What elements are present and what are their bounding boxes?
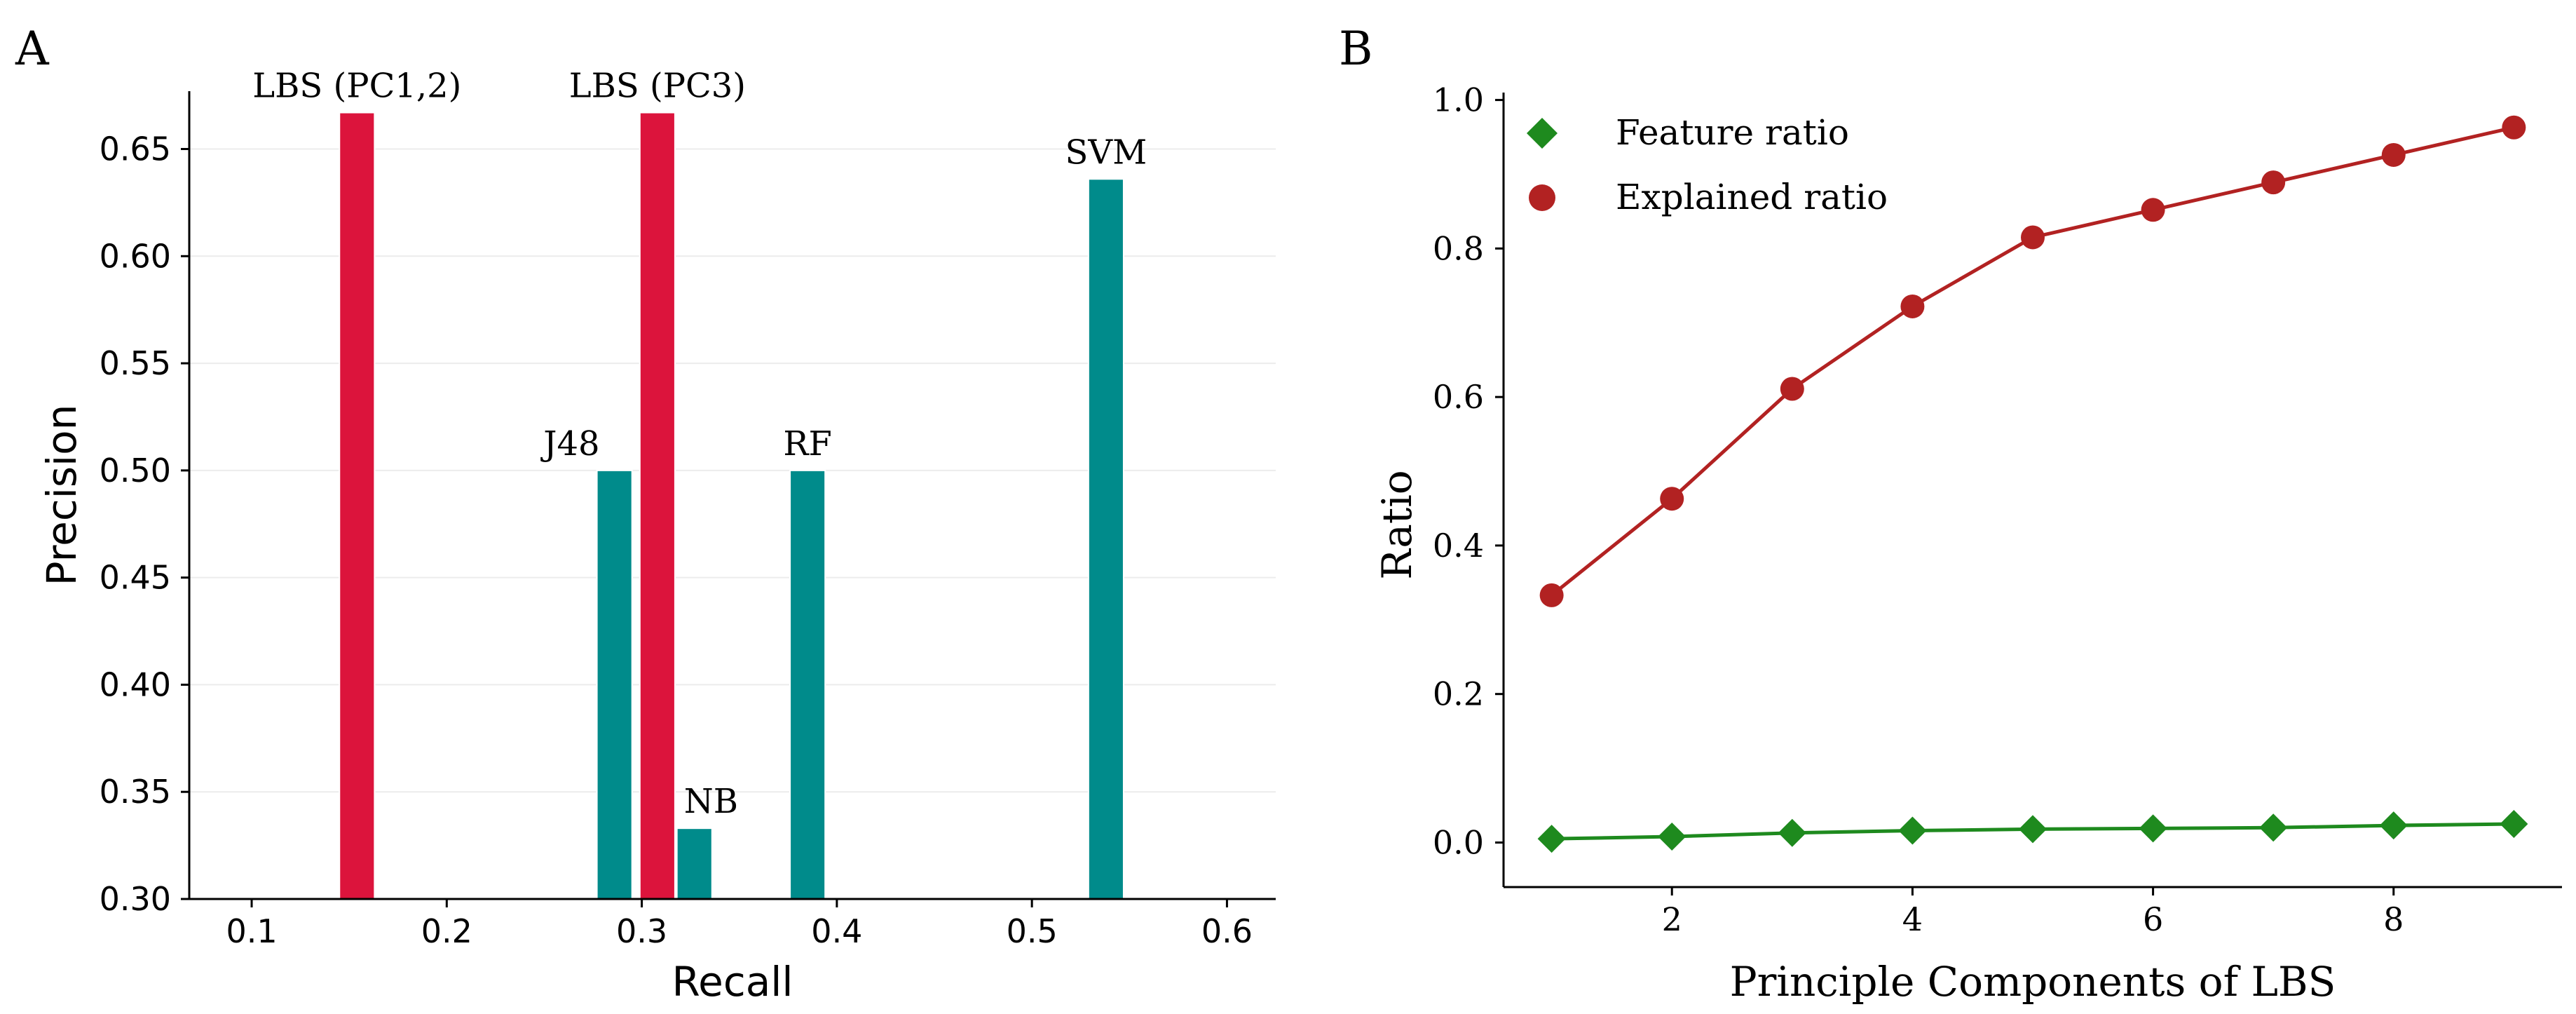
data-point — [2500, 809, 2528, 838]
data-point — [1537, 825, 1566, 853]
data-point — [2379, 811, 2408, 840]
y-tick-label: 0.60 — [100, 237, 171, 275]
x-tick-label: 0.3 — [616, 912, 667, 950]
legend-marker — [1529, 184, 1555, 211]
data-point — [2141, 198, 2165, 222]
x-tick-label: 0.2 — [421, 912, 472, 950]
y-tick-label: 0.2 — [1433, 675, 1484, 713]
y-tick-label: 0.8 — [1433, 229, 1484, 267]
panel-b-line-chart: 0.0 0.2 0.4 0.6 0.8 1.0 2 4 6 8 Feature ratio Expl… — [1373, 81, 2562, 1006]
bar-label: RF — [783, 424, 831, 464]
panel-a-y-axis-label: Precision — [38, 405, 86, 586]
x-tick-label: 0.5 — [1007, 912, 1058, 950]
y-tick-label: 0.45 — [100, 559, 171, 597]
data-point — [1898, 816, 1927, 845]
panel-a-bar-chart: 0.30 0.35 0.40 0.45 0.50 0.55 0.60 0.65 0.1 0.2 0.… — [38, 67, 1276, 1006]
panel-a-ticks: 0.30 0.35 0.40 0.45 0.50 0.55 0.60 0.65 0.1 0.2 0.… — [100, 130, 1253, 950]
panel-a-x-axis-label: Recall — [672, 958, 793, 1006]
panel-b-x-axis-label: Principle Components of LBS — [1730, 958, 2336, 1006]
panel-b-series — [1537, 115, 2528, 853]
bar — [1087, 178, 1124, 900]
y-tick-label: 0.30 — [100, 880, 171, 918]
y-tick-label: 0.35 — [100, 773, 171, 811]
panel-b-axes — [1502, 93, 2562, 888]
bar — [789, 469, 826, 900]
panel-a-letter: A — [15, 22, 50, 76]
data-point — [1660, 487, 1684, 511]
bar — [639, 111, 676, 900]
y-tick-label: 0.55 — [100, 344, 171, 382]
y-tick-label: 0.40 — [100, 665, 171, 703]
y-tick-label: 0.0 — [1433, 823, 1484, 861]
data-point — [1780, 377, 1804, 401]
data-point — [2139, 814, 2167, 843]
panel-b-y-axis-label: Ratio — [1373, 470, 1421, 579]
y-tick-label: 0.6 — [1433, 378, 1484, 416]
data-point — [1900, 294, 1925, 318]
data-point — [2019, 815, 2047, 844]
data-point — [2381, 142, 2406, 167]
x-tick-label: 8 — [2383, 900, 2404, 938]
bar-label: J48 — [540, 424, 599, 464]
bar-label: NB — [684, 782, 738, 821]
legend-label: Feature ratio — [1616, 112, 1849, 153]
bar-label: SVM — [1065, 133, 1147, 172]
x-tick-label: 0.1 — [226, 912, 277, 950]
data-point — [2259, 813, 2288, 842]
data-point — [2021, 225, 2045, 250]
bar — [339, 111, 376, 900]
bar — [596, 469, 633, 900]
data-point — [1539, 583, 1564, 607]
panel-a-axes — [188, 91, 1276, 900]
data-point — [2261, 170, 2286, 195]
y-tick-label: 0.50 — [100, 452, 171, 489]
x-tick-label: 2 — [1662, 900, 1682, 938]
data-point — [2502, 115, 2526, 140]
x-tick-label: 0.6 — [1201, 912, 1253, 950]
x-tick-label: 0.4 — [811, 912, 862, 950]
panel-b-letter: B — [1339, 22, 1373, 76]
data-point — [1778, 818, 1806, 847]
y-tick-label: 0.4 — [1433, 527, 1484, 565]
panel-a-bar-labels: LBS (PC1,2) J48 LBS (PC3) NB RF SVM — [252, 67, 1147, 822]
bar-label: LBS (PC1,2) — [252, 67, 461, 106]
bar-label: LBS (PC3) — [569, 67, 746, 106]
panel-b-ticks: 0.0 0.2 0.4 0.6 0.8 1.0 2 4 6 8 — [1433, 81, 2404, 938]
y-tick-label: 1.0 — [1433, 81, 1484, 119]
legend-marker — [1527, 118, 1558, 149]
panel-b-legend: Feature ratio Explained ratio — [1527, 112, 1888, 217]
y-tick-label: 0.65 — [100, 130, 171, 168]
panel-a-bars — [339, 111, 1124, 900]
data-point — [1658, 822, 1686, 851]
bar — [676, 827, 713, 900]
x-tick-label: 4 — [1902, 900, 1923, 938]
x-tick-label: 6 — [2143, 900, 2163, 938]
legend-label: Explained ratio — [1616, 177, 1888, 217]
